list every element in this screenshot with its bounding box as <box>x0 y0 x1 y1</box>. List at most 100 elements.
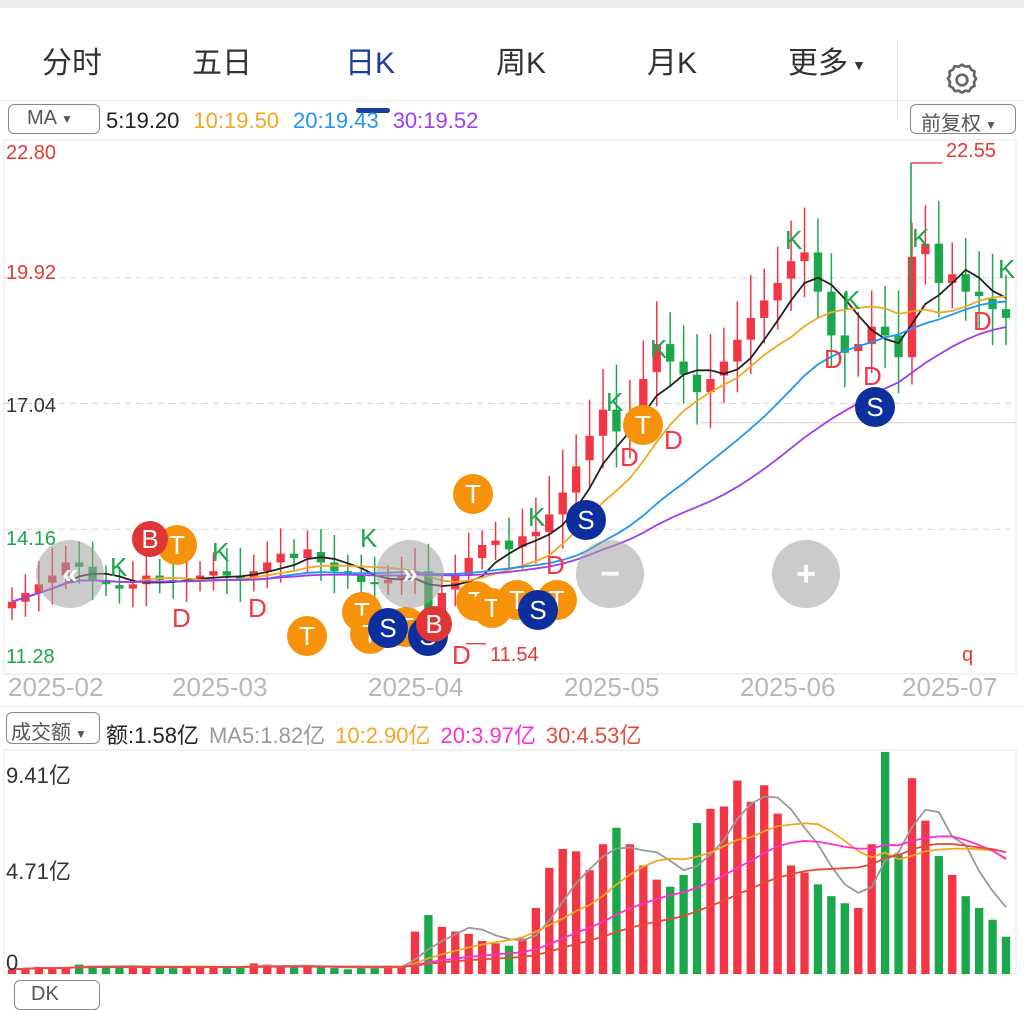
tab-five-day[interactable]: 五日 <box>192 47 252 80</box>
candle-body <box>840 335 849 353</box>
date-label: 2025-05 <box>564 672 660 702</box>
volume-bar <box>101 966 111 974</box>
tab-more[interactable]: 更多 ▼ <box>788 38 866 82</box>
date-label: 2025-03 <box>172 672 268 702</box>
signal-b-badge-letter: B <box>425 609 442 639</box>
volume-ma5-value: MA5:1.82亿 <box>208 723 326 748</box>
signal-t-badge-letter: T <box>169 530 185 560</box>
candle-body <box>585 435 594 461</box>
volume-bar <box>531 907 541 974</box>
candle-body <box>612 409 621 432</box>
high-marker-label: 22.55 <box>946 140 997 162</box>
signal-s-badge <box>518 590 558 630</box>
candle-body <box>666 344 675 362</box>
volume-bar <box>276 966 285 974</box>
signal-b-badge <box>132 521 168 557</box>
minus-icon: − <box>600 554 620 593</box>
status-strip <box>0 0 1024 8</box>
candle-body <box>679 361 688 375</box>
volume-bar <box>706 808 715 974</box>
signal-k-letter: K <box>912 223 930 253</box>
signal-d-letter: D <box>248 593 267 623</box>
candle-body <box>827 291 836 336</box>
volume-bar <box>236 966 245 974</box>
ma-legend: 5:19.20 10:19.50 20:19.43 30:19.52 <box>106 108 492 134</box>
candle-body <box>692 374 702 393</box>
candle-body <box>276 553 285 563</box>
tab-daily-k[interactable]: 日K <box>345 47 396 80</box>
signal-d-letter: D <box>973 306 992 336</box>
signal-d-letter: D <box>452 640 471 670</box>
zoom-in-button[interactable]: + <box>772 540 840 608</box>
volume-chart[interactable] <box>0 748 1024 978</box>
volume-bar <box>813 884 823 974</box>
volume-bar <box>854 907 863 974</box>
volume-bar <box>988 919 997 974</box>
corner-mark: q <box>962 644 974 666</box>
ma20-value: 20:19.43 <box>293 108 379 133</box>
candlestick-chart[interactable]: TTTTTTTTTTTSSSSSBBKKKKKKKKKKDDDDDDDDD <box>0 136 1024 696</box>
tab-weekly-k[interactable]: 周K <box>496 47 547 80</box>
turnover-value: 额:1.58亿 <box>106 723 199 748</box>
pan-right-button[interactable]: » <box>376 540 444 608</box>
chevron-down-icon: ▼ <box>852 57 866 74</box>
price-axis-max: 22.80 <box>6 142 57 164</box>
volume-selector[interactable]: 成交额 ▼ <box>6 712 100 744</box>
candle-body <box>786 261 796 279</box>
volume-bar <box>34 966 44 974</box>
volume-bar <box>867 844 876 974</box>
volume-bar <box>679 874 688 974</box>
candle-body <box>867 326 876 345</box>
volume-bar <box>249 963 258 974</box>
adjust-selector-label: 前复权 <box>921 113 981 135</box>
zoom-out-button[interactable]: − <box>576 540 644 608</box>
active-tab-indicator <box>356 108 390 113</box>
tab-monthly-k[interactable]: 月K <box>647 47 698 80</box>
candle-body <box>357 575 366 583</box>
signal-t-badge-letter: T <box>635 410 651 440</box>
candle-body <box>854 344 863 352</box>
double-chevron-right-icon: » <box>402 558 418 589</box>
signal-s-badge-letter: S <box>577 505 594 535</box>
volume-bar <box>289 966 299 974</box>
volume-bar <box>195 965 205 974</box>
candle-body <box>719 361 729 376</box>
candle-body <box>652 344 661 373</box>
indicator-selector-label: DK <box>31 983 59 1005</box>
date-label: 2025-02 <box>8 672 104 702</box>
signal-s-badge <box>566 500 606 540</box>
signal-s-badge <box>855 387 895 427</box>
pan-left-button[interactable]: « <box>36 540 104 608</box>
candle-body <box>706 379 715 393</box>
signal-b-badge <box>416 606 452 642</box>
chevron-down-icon: ▼ <box>61 111 73 126</box>
volume-ma30-line <box>11 842 1007 971</box>
volume-bar <box>571 851 581 974</box>
signal-d-letter: D <box>863 361 882 391</box>
volume-bar <box>61 966 70 974</box>
ma-selector[interactable]: MA ▼ <box>8 104 100 134</box>
candle-body <box>464 558 473 576</box>
volume-bar <box>827 896 836 974</box>
volume-bar <box>383 965 393 974</box>
candle-body <box>907 256 917 358</box>
chevron-down-icon: ▼ <box>75 726 87 741</box>
volume-bar <box>357 966 366 974</box>
ma10-value: 10:19.50 <box>193 108 280 133</box>
candle-body <box>961 274 970 292</box>
candle-body <box>115 585 124 589</box>
tab-intraday[interactable]: 分时 <box>42 47 102 80</box>
volume-bar <box>639 865 648 974</box>
volume-bar <box>451 931 460 974</box>
volume-bar <box>222 968 232 974</box>
chevron-down-icon: ▼ <box>985 117 997 132</box>
signal-s-badge-letter: S <box>866 392 883 422</box>
candle-body <box>289 553 299 559</box>
volume-bar <box>169 968 178 974</box>
indicator-selector[interactable]: DK <box>14 980 100 1010</box>
low-marker-label: 11.54 <box>490 644 539 666</box>
volume-bar <box>410 931 420 974</box>
adjust-selector[interactable]: 前复权 ▼ <box>910 104 1016 135</box>
gear-icon[interactable] <box>942 60 982 100</box>
volume-bar <box>598 844 608 974</box>
